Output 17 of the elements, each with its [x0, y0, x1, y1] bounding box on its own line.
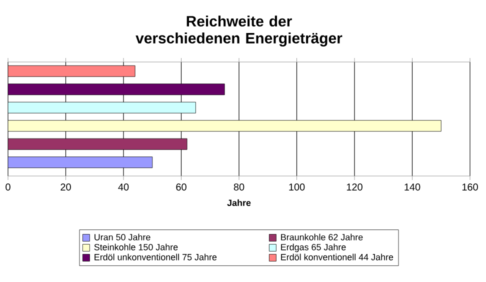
- chart-title: Reichweite der verschiedenen Energieträger: [136, 16, 342, 46]
- x-tick-label: 0: [6, 184, 10, 191]
- legend-label: Erdöl unkonventionell 75 Jahre: [94, 254, 217, 260]
- legend-label: Braunkohle 62 Jahre: [281, 234, 363, 240]
- x-tick-label: 80: [234, 184, 244, 191]
- x-tick-label: 100: [289, 184, 305, 191]
- x-tick-label: 60: [176, 184, 186, 191]
- x-tick-label: 40: [118, 184, 129, 191]
- legend-label: Steinkohle 150 Jahre: [94, 244, 178, 250]
- legend-label: Erdgas 65 Jahre: [281, 244, 346, 252]
- legend-label: Uran 50 Jahre: [94, 234, 150, 240]
- x-tick-label: 160: [462, 184, 478, 191]
- x-tick-label: 120: [346, 184, 362, 191]
- x-tick-label: 20: [60, 184, 71, 191]
- legend-label: Erdöl konventionell 44 Jahre: [281, 254, 394, 260]
- x-axis-title: Jahre: [227, 199, 251, 206]
- x-tick-label: 140: [404, 184, 420, 191]
